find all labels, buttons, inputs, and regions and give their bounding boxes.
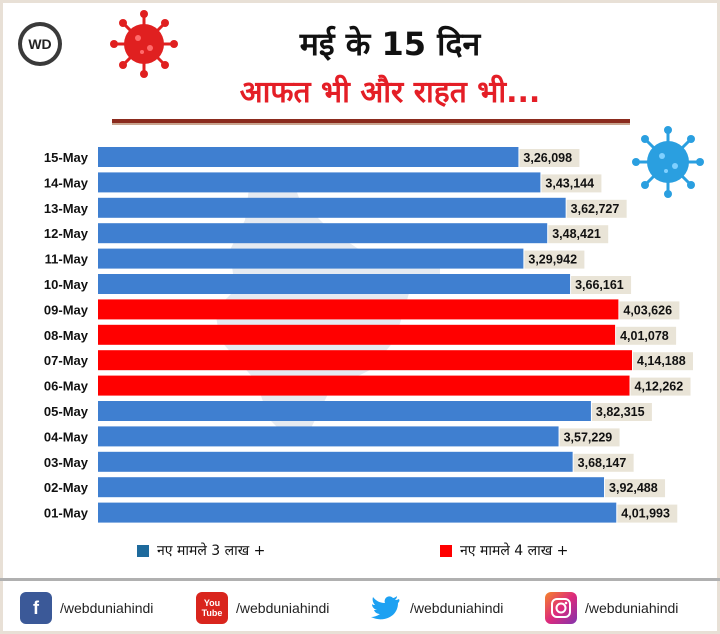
category-label: 15-May <box>44 150 89 165</box>
value-label: 3,82,315 <box>596 405 645 419</box>
legend-above-4-lakh: नए मामले 4 लाख + <box>440 541 568 560</box>
bar <box>98 350 632 371</box>
blue-virus-icon <box>632 126 704 198</box>
value-label-bg <box>524 250 585 269</box>
value-label-bg <box>541 174 602 193</box>
instagram-link[interactable]: /webduniahindi <box>545 592 678 624</box>
bar <box>98 299 619 320</box>
value-label: 4,03,626 <box>623 303 672 317</box>
category-label: 13-May <box>44 201 89 216</box>
value-label: 3,57,229 <box>564 430 613 444</box>
category-label: 05-May <box>44 404 89 419</box>
twitter-icon <box>370 592 402 624</box>
category-label: 08-May <box>44 328 89 343</box>
bar <box>98 147 519 167</box>
category-label: 06-May <box>44 379 89 394</box>
value-label-bg <box>617 504 678 523</box>
category-label: 03-May <box>44 455 89 470</box>
value-label-bg <box>633 352 693 371</box>
bar <box>98 401 591 421</box>
bar <box>98 223 548 244</box>
value-label-bg <box>559 428 620 447</box>
category-label: 07-May <box>44 353 89 368</box>
category-label: 01-May <box>44 506 89 521</box>
value-label-bg <box>630 377 691 396</box>
value-label-bg <box>591 403 652 421</box>
category-label: 14-May <box>44 175 89 190</box>
page-subtitle: आफत भी और राहत भी... <box>239 75 541 110</box>
value-label: 3,92,488 <box>609 481 658 495</box>
instagram-icon <box>545 592 577 624</box>
logo-text: WD <box>22 26 58 62</box>
value-label: 4,01,993 <box>621 507 670 521</box>
value-label: 3,68,147 <box>578 456 627 470</box>
bar <box>98 172 541 193</box>
value-label: 3,62,727 <box>571 202 620 216</box>
bar <box>98 274 571 294</box>
category-label: 10-May <box>44 277 89 292</box>
value-label-bg <box>605 479 666 498</box>
footer-divider <box>0 578 720 581</box>
value-label: 3,48,421 <box>552 227 601 241</box>
facebook-icon: f <box>20 592 52 624</box>
bar-chart: 15-May 3,26,098 14-May 3,43,144 13-May 3,62,7… <box>44 147 693 523</box>
value-label: 4,01,078 <box>620 329 669 343</box>
legend-label-below: नए मामले 3 लाख + <box>157 543 266 559</box>
category-label: 02-May <box>44 480 89 495</box>
legend-label-above: नए मामले 4 लाख + <box>460 543 569 559</box>
category-label: 04-May <box>44 429 89 444</box>
value-label: 3,29,942 <box>528 253 577 267</box>
value-label: 3,43,144 <box>545 176 594 190</box>
facebook-handle: /webduniahindi <box>60 600 154 616</box>
twitter-handle: /webduniahindi <box>410 600 504 616</box>
bar <box>98 324 616 345</box>
title-underline-shadow <box>112 123 630 125</box>
bar <box>98 502 617 523</box>
page-title: मई के 15 दिन <box>299 25 481 63</box>
legend-swatch-red <box>440 544 452 557</box>
youtube-link[interactable]: You Tube /webduniahindi <box>196 592 329 624</box>
title-underline <box>112 119 630 123</box>
bar <box>98 197 566 218</box>
value-label: 4,14,188 <box>637 354 686 368</box>
bar <box>98 451 573 472</box>
bar <box>98 426 559 447</box>
value-label-bg <box>519 149 580 167</box>
youtube-handle: /webduniahindi <box>236 600 330 616</box>
bar <box>98 375 630 396</box>
bar <box>98 477 605 498</box>
value-label-bg <box>548 225 609 244</box>
instagram-handle: /webduniahindi <box>585 600 679 616</box>
bar <box>98 248 524 269</box>
category-label: 09-May <box>44 302 89 317</box>
value-label-bg <box>566 199 627 218</box>
facebook-link[interactable]: f /webduniahindi <box>20 592 153 624</box>
value-label-bg <box>573 453 634 472</box>
value-label-bg <box>616 326 677 345</box>
twitter-link[interactable]: /webduniahindi <box>370 592 503 624</box>
category-label: 11-May <box>45 252 89 267</box>
red-virus-icon <box>110 10 178 78</box>
legend-swatch-blue <box>137 544 149 557</box>
value-label: 3,66,161 <box>575 278 624 292</box>
value-label-bg <box>619 301 680 320</box>
social-footer: f /webduniahindi You Tube /webduniahindi… <box>0 588 720 628</box>
value-label-bg <box>571 276 632 294</box>
legend-below-4-lakh: नए मामले 3 लाख + <box>137 541 265 560</box>
category-label: 12-May <box>44 226 89 241</box>
webdunia-logo: WD <box>18 22 62 66</box>
youtube-icon: You Tube <box>196 592 228 624</box>
value-label: 4,12,262 <box>635 380 684 394</box>
value-label: 3,26,098 <box>523 151 572 165</box>
